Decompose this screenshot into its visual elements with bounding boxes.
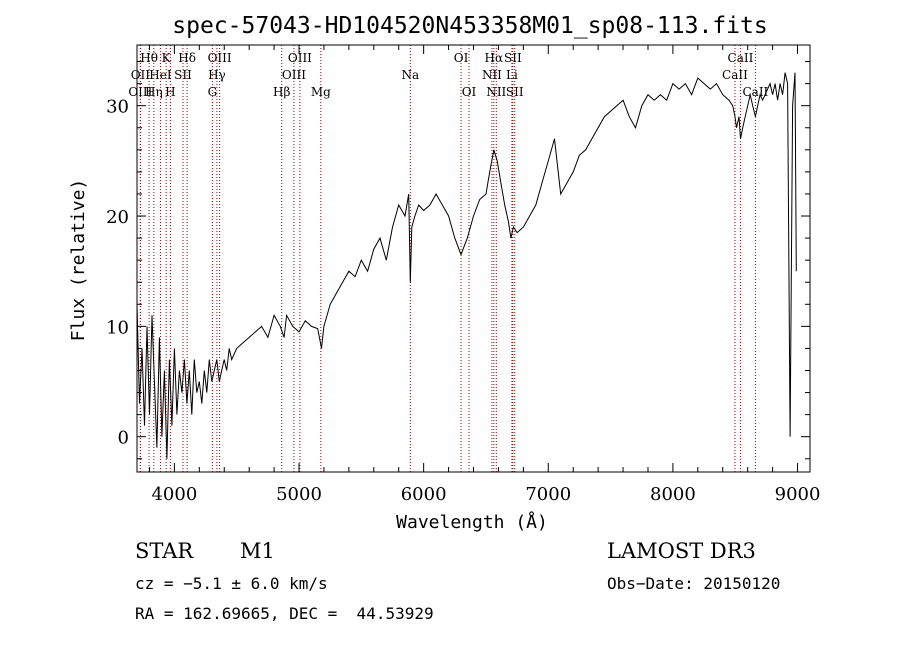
x-tick-label: 4000 (151, 484, 197, 505)
spectral-line-label: NII (486, 85, 506, 99)
y-tick-label: 20 (106, 207, 129, 228)
spectral-line-label: SII (504, 51, 522, 65)
y-axis-label: Flux (relative) (68, 179, 89, 342)
spectral-line-label: H (165, 85, 175, 99)
y-tick-label: 10 (106, 317, 129, 338)
spectrum-series-line (136, 72, 797, 459)
spectral-line-label: Hγ (208, 68, 226, 82)
spectral-line-label: Hβ (273, 85, 290, 99)
spectral-line-label: OI (454, 51, 469, 65)
spectral-line-label: Hη (145, 85, 163, 99)
spectral-line-label: OIII (288, 51, 312, 65)
spectral-line-label: OIII (282, 68, 306, 82)
spectral-line-label: OIII (208, 51, 232, 65)
y-axis-ticks: 0 10 20 30 (106, 61, 810, 460)
y-tick-label: 0 (118, 428, 129, 449)
spectral-line-label: Hδ (178, 51, 196, 65)
spectral-line-label: NII (482, 68, 502, 82)
ra-dec-coordinates: RA = 162.69665, DEC = 44.53929 (135, 604, 434, 623)
spectral-line-label: G (208, 85, 218, 99)
y-tick-label: 30 (106, 97, 129, 118)
spectral-line-label: CaII (742, 85, 768, 99)
x-tick-label: 5000 (276, 484, 322, 505)
spectral-line-label: Mg (311, 85, 331, 99)
x-tick-label: 8000 (650, 484, 696, 505)
spectral-line-label: Na (401, 68, 419, 82)
spectral-line-label: HeI (149, 68, 172, 82)
redshift-velocity: cz = −5.1 ± 6.0 km/s (135, 574, 328, 593)
spectral-line-label: OIII (128, 85, 152, 99)
spectral-line-label: K (162, 51, 172, 65)
x-axis-label: Wavelength (Å) (396, 511, 548, 533)
spectral-line-labels: Hθ OII OIII K HeI Hη H SII Hδ OIII Hγ G Hβ OIII OIII Mg… (128, 51, 768, 99)
spectral-line-markers (139, 45, 756, 472)
spectral-line-label: Li (506, 68, 518, 82)
x-tick-label: 7000 (525, 484, 571, 505)
x-tick-label: 9000 (775, 484, 821, 505)
spectral-line-label: Hθ (140, 51, 158, 65)
spectral-line-label: CaII (722, 68, 748, 82)
chart-title: spec-57043-HD104520N453358M01_sp08-113.f… (172, 13, 767, 39)
x-tick-label: 6000 (401, 484, 447, 505)
spectral-line-label: SII (174, 68, 192, 82)
object-subclass: M1 (240, 539, 275, 563)
spectral-line-label: CaII (728, 51, 754, 65)
spectral-line-label: Hα (485, 51, 504, 65)
plot-frame (136, 44, 811, 473)
x-axis-ticks: 4000 5000 6000 7000 8000 9000 (148, 45, 821, 505)
survey-name: LAMOST DR3 (607, 539, 756, 563)
spectral-line-label: SII (506, 85, 524, 99)
spectral-line-label: OI (462, 85, 477, 99)
spectral-line-label: OII (131, 68, 151, 82)
observation-date: Obs−Date: 20150120 (607, 574, 781, 593)
object-class: STAR (135, 539, 194, 563)
